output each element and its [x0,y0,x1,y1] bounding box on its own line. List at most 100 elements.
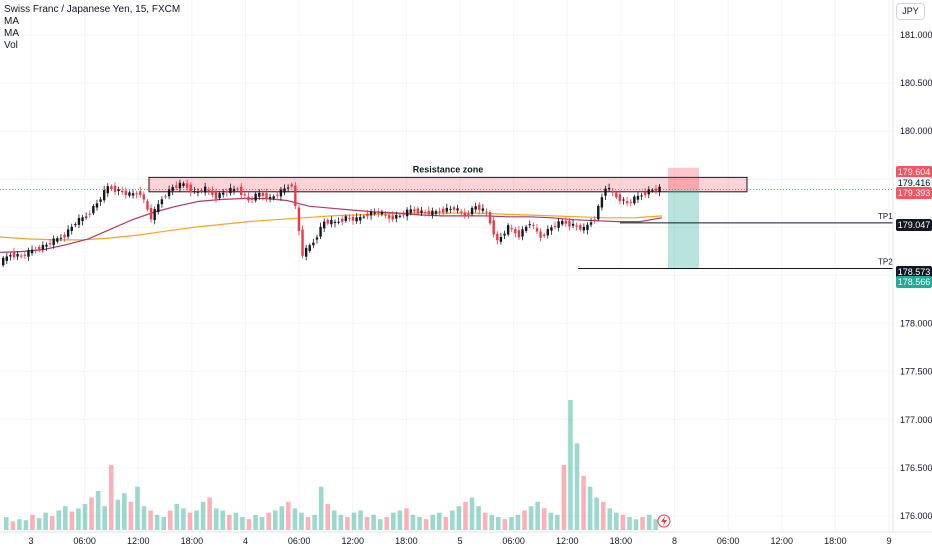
candle-body [380,211,384,215]
time-tick-label: 06:00 [73,536,96,546]
volume-bar [312,514,317,530]
resistance-zone-label: Resistance zone [413,164,484,174]
volume-indicator[interactable]: Vol [4,40,18,51]
volume-bar [436,512,442,530]
candle-body [243,194,247,196]
currency-button[interactable]: JPY [896,3,925,20]
lightning-icon [661,516,667,526]
candle-body [157,204,160,213]
price-tag-4: 178.573 [896,266,932,278]
candle-body [149,207,153,220]
time-tick-label: 4 [243,536,248,546]
stop-loss-box [668,167,699,190]
candle-body [304,247,308,257]
candle-body [499,237,503,242]
volume-bar [233,512,239,530]
candle-body [420,210,423,213]
candle-body [481,208,485,211]
candle-body [658,186,661,192]
candle-body [102,190,106,201]
volume-bar [535,501,540,530]
candle-body [553,225,557,228]
candle-body [30,249,34,254]
volume-bar [89,497,94,530]
volume-bar [181,508,186,530]
volume-bar [187,512,193,530]
volume-bar [391,512,396,530]
candle-body [348,217,351,219]
candle-body [185,183,189,188]
candle-body [84,216,88,218]
volume-bar [220,510,226,530]
candle-body [178,182,182,189]
volume-bar [194,510,199,530]
volume-bar [82,504,88,530]
candle-body [373,212,376,214]
candle-body [395,214,398,219]
volume-bar [63,506,68,530]
candle-body [254,193,257,201]
candle-body [589,222,593,225]
volume-bar [587,486,593,530]
candle-body [362,216,366,218]
candle-body [438,211,441,213]
candle-body [524,226,528,231]
candle-body [326,220,329,224]
candle-body [517,230,521,238]
volume-bar [358,510,363,530]
ma-slow-line [0,212,663,241]
candle-body [229,187,232,194]
candle-body [402,214,405,216]
candle-body [575,225,578,227]
volume-bar [515,514,521,530]
candle-body [384,214,387,216]
volume-bar [23,520,29,530]
candle-body [341,218,344,222]
candle-body [214,191,218,199]
candle-body [268,197,272,199]
price-axis[interactable]: 181.000180.500180.000179.500179.000178.5… [892,0,932,532]
candle-body [434,211,438,214]
volume-bar [528,506,534,530]
candle-body [387,215,391,219]
volume-bar [555,514,560,530]
volume-bar [213,508,219,530]
volume-bars [4,400,658,530]
volume-bar [371,514,376,530]
candle-body [600,197,604,208]
candle-body [160,199,164,205]
ma-indicator-1[interactable]: MA [4,16,19,27]
candle-body [405,209,409,217]
candle-body [413,209,416,212]
candle-body [182,183,185,186]
volume-bar [568,400,573,530]
candle-body [568,220,571,227]
candle-body [77,218,81,225]
candle-body [337,221,340,223]
moving-averages [0,197,663,253]
volume-bar [161,517,166,530]
price-tick-label: 181.000 [900,30,932,40]
candle-body [449,208,452,210]
volume-bar [541,508,547,530]
price-tag-0: 179.604 [896,166,932,178]
candle-body [59,237,63,239]
candle-body [622,199,625,201]
candle-body [510,228,513,230]
time-tick-label: 18:00 [824,536,847,546]
candle-body [222,192,225,195]
candle-body [474,206,477,210]
candle-body [16,254,19,257]
candle-body [5,256,9,261]
candle-body [579,225,582,230]
drawing-objects[interactable]: Resistance zone TP1 TP2 [0,164,893,528]
candle-body [247,196,250,201]
candle-body [297,207,301,231]
candle-body [225,191,229,193]
ma-indicator-2[interactable]: MA [4,28,19,39]
time-axis[interactable]: 3 06:00 12:00 18:00 4 06:00 12:00 18:00 5 06:00 12… [0,531,932,546]
symbol-title[interactable]: Swiss Franc / Japanese Yen, 15, FXCM [4,4,181,15]
price-tag-5: 178.566 [896,276,932,288]
candle-body [333,221,337,224]
